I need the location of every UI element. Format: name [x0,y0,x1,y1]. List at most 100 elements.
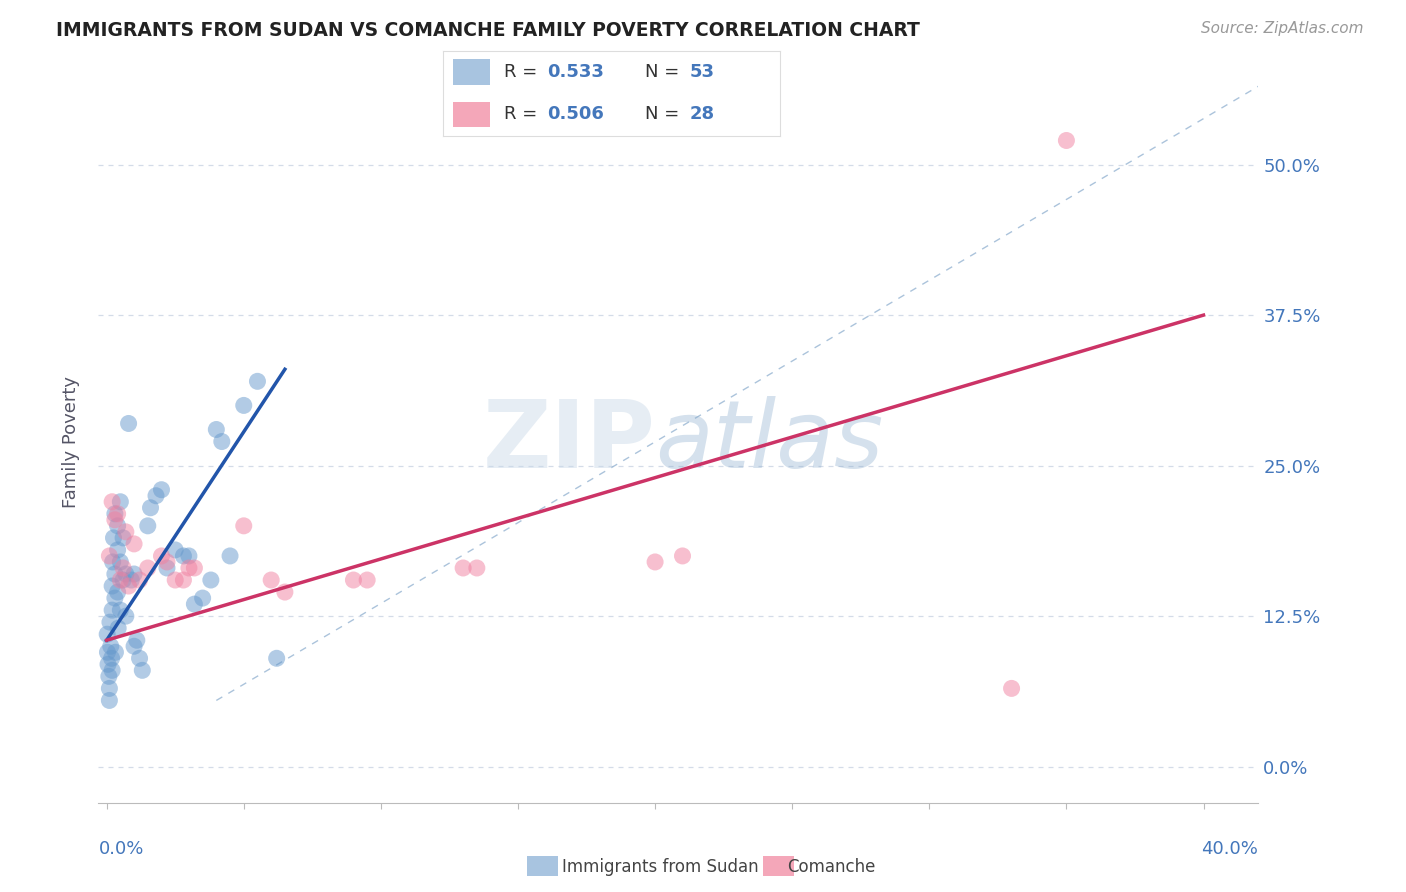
Point [98,681,121,696]
Point [97,669,120,683]
Bar [453,59,491,85]
Point [120,573,142,587]
Point [97,657,120,672]
Point [266,651,288,665]
Y-axis label: Family Poverty: Family Poverty [62,376,80,508]
Text: atlas: atlas [655,396,883,487]
Text: 0.533: 0.533 [547,63,605,81]
Point [200,573,222,587]
Point [104,513,127,527]
Text: Source: ZipAtlas.com: Source: ZipAtlas.com [1201,21,1364,37]
Point [107,585,129,599]
Text: IMMIGRANTS FROM SUDAN VS COMANCHE FAMILY POVERTY CORRELATION CHART: IMMIGRANTS FROM SUDAN VS COMANCHE FAMILY… [56,21,920,40]
Point [128,651,150,665]
Point [1000,681,1022,696]
Point [232,398,254,412]
Point [107,621,129,635]
Point [104,645,127,659]
Point [191,591,214,605]
Point [122,537,145,551]
Point [101,494,124,508]
Text: R =: R = [503,105,543,123]
Point [98,549,121,563]
Point [1054,133,1077,147]
Point [183,561,205,575]
Point [107,518,129,533]
Point [150,549,173,563]
Point [211,434,233,449]
Point [112,531,135,545]
Point [117,579,139,593]
Point [104,507,127,521]
Point [156,561,179,575]
Point [177,561,200,575]
Point [246,374,269,388]
Point [644,555,666,569]
Point [165,542,187,557]
Text: R =: R = [503,63,543,81]
Point [145,489,167,503]
Point [115,524,138,539]
Point [465,561,488,575]
Point [115,567,138,582]
Text: N =: N = [645,63,685,81]
Point [260,573,283,587]
Point [104,591,127,605]
Point [101,664,124,678]
Point [139,500,162,515]
Point [110,603,132,617]
Point [107,507,129,521]
Point [100,651,122,665]
Point [172,549,194,563]
Point [98,615,121,630]
Point [101,603,124,617]
Point [136,518,159,533]
Text: ZIP: ZIP [482,395,655,488]
Point [117,417,139,431]
Text: N =: N = [645,105,685,123]
Point [156,555,179,569]
Point [342,573,364,587]
Point [98,693,121,707]
Point [128,573,150,587]
Point [112,561,135,575]
Point [96,645,118,659]
Bar [453,102,491,128]
Text: 53: 53 [689,63,714,81]
Point [274,585,297,599]
Point [451,561,474,575]
Text: 0.506: 0.506 [547,105,605,123]
Text: 28: 28 [689,105,714,123]
Point [205,422,228,436]
Point [110,573,132,587]
Point [136,561,159,575]
Point [115,609,138,624]
Point [183,597,205,611]
Point [101,579,124,593]
Text: Comanche: Comanche [787,858,876,876]
Point [165,573,187,587]
Point [101,555,124,569]
Point [219,549,242,563]
Point [122,639,145,653]
Point [110,494,132,508]
Point [100,639,122,653]
Point [232,518,254,533]
Point [671,549,693,563]
Point [103,531,125,545]
Point [112,573,135,587]
Point [150,483,173,497]
Text: 0.0%: 0.0% [98,840,143,858]
Point [356,573,378,587]
Point [177,549,200,563]
Point [125,633,148,648]
Point [110,555,132,569]
Point [104,567,127,582]
Text: Immigrants from Sudan: Immigrants from Sudan [562,858,759,876]
Text: 40.0%: 40.0% [1202,840,1258,858]
Point [107,542,129,557]
Point [172,573,194,587]
Point [131,664,153,678]
Point [96,627,118,641]
Point [122,567,145,582]
